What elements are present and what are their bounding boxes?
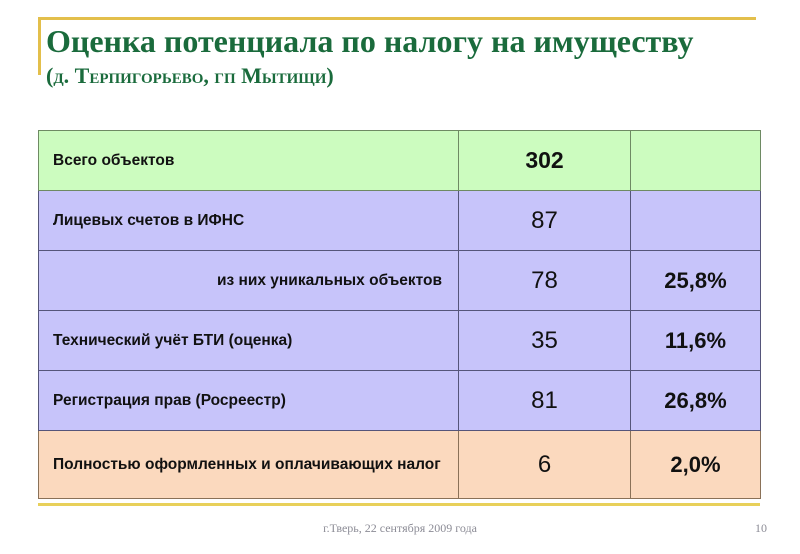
table-row: Регистрация прав (Росреестр) 81 26,8% xyxy=(38,370,761,431)
row-label: из них уникальных объектов xyxy=(38,250,459,311)
row-percent: 2,0% xyxy=(630,430,761,499)
row-label: Технический учёт БТИ (оценка) xyxy=(38,310,459,371)
footer-date: г.Тверь, 22 сентября 2009 года xyxy=(323,521,477,535)
table-row: из них уникальных объектов 78 25,8% xyxy=(38,250,761,311)
row-percent: 26,8% xyxy=(630,370,761,431)
row-percent xyxy=(630,190,761,251)
table-row: Полностью оформленных и оплачивающих нал… xyxy=(38,430,761,499)
row-value: 35 xyxy=(458,310,631,371)
row-value: 81 xyxy=(458,370,631,431)
row-percent: 25,8% xyxy=(630,250,761,311)
row-value: 78 xyxy=(458,250,631,311)
row-label: Лицевых счетов в ИФНС xyxy=(38,190,459,251)
decorative-top-rule xyxy=(38,17,756,20)
title-block: Оценка потенциала по налогу на имуществу… xyxy=(46,23,776,88)
row-label: Всего объектов xyxy=(38,130,459,191)
table-row: Лицевых счетов в ИФНС 87 xyxy=(38,190,761,251)
row-value: 6 xyxy=(458,430,631,499)
row-label: Полностью оформленных и оплачивающих нал… xyxy=(38,430,459,499)
row-value: 302 xyxy=(458,130,631,191)
footer-page-number: 10 xyxy=(755,521,767,535)
row-label: Регистрация прав (Росреестр) xyxy=(38,370,459,431)
row-percent: 11,6% xyxy=(630,310,761,371)
row-percent xyxy=(630,130,761,191)
row-value: 87 xyxy=(458,190,631,251)
table-row: Технический учёт БТИ (оценка) 35 11,6% xyxy=(38,310,761,371)
table-row: Всего объектов 302 xyxy=(38,130,761,191)
slide-subtitle: (д. Терпигорьево, гп Мытищи) xyxy=(46,62,334,88)
decorative-bottom-rule xyxy=(38,503,760,506)
slide-title: Оценка потенциала по налогу на имуществу xyxy=(46,23,694,59)
tax-potential-table: Всего объектов 302 Лицевых счетов в ИФНС… xyxy=(38,130,761,499)
decorative-left-rule xyxy=(38,17,41,75)
